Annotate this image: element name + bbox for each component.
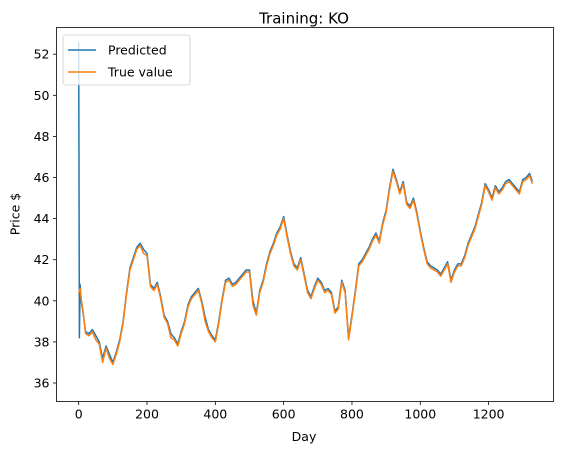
x-tick-label: 1200 [473, 407, 505, 422]
y-tick-label: 40 [34, 293, 50, 308]
y-tick-label: 38 [34, 334, 50, 349]
chart-title: Training: KO [258, 10, 349, 28]
x-tick-label: 200 [135, 407, 159, 422]
y-tick-label: 48 [34, 129, 50, 144]
legend-label-predicted: Predicted [108, 43, 167, 58]
x-tick-label: 1000 [404, 407, 436, 422]
y-tick-label: 36 [34, 376, 50, 391]
legend: Predicted True value [62, 34, 191, 86]
x-axis-label: Day [292, 429, 317, 444]
legend-label-true-value: True value [107, 65, 173, 80]
y-tick-label: 46 [34, 170, 50, 185]
y-tick-label: 44 [34, 211, 50, 226]
series-layer [77, 41, 534, 366]
x-tick-label: 600 [272, 407, 296, 422]
y-tick-label: 42 [34, 252, 50, 267]
y-tick-label: 52 [34, 47, 50, 62]
y-axis-label: Price $ [8, 193, 23, 235]
x-axis-ticks: 0 200 400 600 800 1000 1200 [75, 401, 505, 422]
series-line-true-value [77, 170, 534, 366]
x-tick-label: 0 [75, 407, 83, 422]
x-tick-label: 800 [340, 407, 364, 422]
x-tick-label: 400 [203, 407, 227, 422]
y-tick-label: 50 [34, 88, 50, 103]
plot-frame [56, 27, 554, 402]
y-axis-ticks: 36 38 40 42 44 46 48 50 52 [34, 47, 57, 391]
